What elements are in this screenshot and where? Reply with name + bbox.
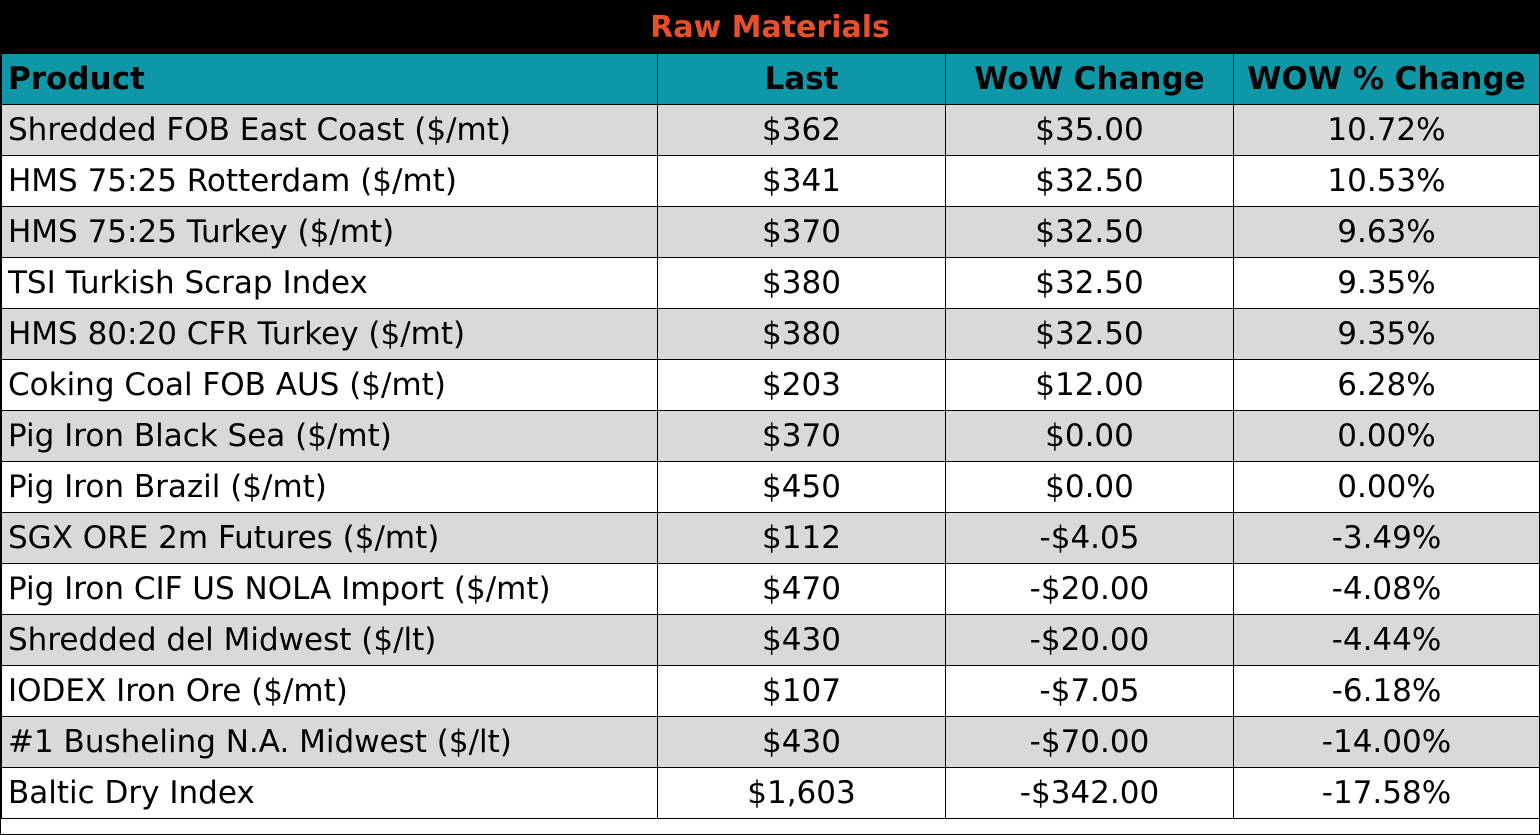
last-cell: $107 [657, 665, 946, 717]
wow-change-cell: $0.00 [945, 461, 1234, 513]
product-cell: Shredded del Midwest ($/lt) [1, 614, 658, 666]
product-cell: HMS 75:25 Turkey ($/mt) [1, 206, 658, 258]
product-cell: Pig Iron Black Sea ($/mt) [1, 410, 658, 462]
table-row: HMS 75:25 Rotterdam ($/mt) $341 $32.50 10.5… [1, 155, 1540, 207]
last-cell: $362 [657, 104, 946, 156]
table-row: #1 Busheling N.A. Midwest ($/lt) $430 -$70… [1, 716, 1540, 768]
table-row: TSI Turkish Scrap Index $380 $32.50 9.35% [1, 257, 1540, 309]
table-row: Shredded FOB East Coast ($/mt) $362 $35.00… [1, 104, 1540, 156]
last-cell: $450 [657, 461, 946, 513]
product-cell: HMS 80:20 CFR Turkey ($/mt) [1, 308, 658, 360]
product-cell: #1 Busheling N.A. Midwest ($/lt) [1, 716, 658, 768]
table-row: Baltic Dry Index $1,603 -$342.00 -17.58% [1, 767, 1540, 819]
header-row: Product Last WoW Change WOW % Change [1, 53, 1540, 105]
product-cell: Pig Iron CIF US NOLA Import ($/mt) [1, 563, 658, 615]
wow-pct-change-cell: 9.35% [1233, 257, 1540, 309]
last-cell: $203 [657, 359, 946, 411]
wow-pct-change-cell: 9.63% [1233, 206, 1540, 258]
table-row: SGX ORE 2m Futures ($/mt) $112 -$4.05 -3.49… [1, 512, 1540, 564]
wow-change-cell: $32.50 [945, 257, 1234, 309]
product-cell: IODEX Iron Ore ($/mt) [1, 665, 658, 717]
column-header-wow-change: WoW Change [945, 53, 1234, 105]
table-row: Pig Iron Brazil ($/mt) $450 $0.00 0.00% [1, 461, 1540, 513]
wow-change-cell: -$20.00 [945, 614, 1234, 666]
product-cell: Shredded FOB East Coast ($/mt) [1, 104, 658, 156]
wow-pct-change-cell: -14.00% [1233, 716, 1540, 768]
wow-change-cell: -$342.00 [945, 767, 1234, 819]
wow-pct-change-cell: 0.00% [1233, 461, 1540, 513]
last-cell: $470 [657, 563, 946, 615]
product-cell: TSI Turkish Scrap Index [1, 257, 658, 309]
column-header-product: Product [1, 53, 658, 105]
last-cell: $430 [657, 716, 946, 768]
wow-change-cell: $32.50 [945, 206, 1234, 258]
wow-change-cell: -$20.00 [945, 563, 1234, 615]
product-cell: Coking Coal FOB AUS ($/mt) [1, 359, 658, 411]
wow-pct-change-cell: -4.08% [1233, 563, 1540, 615]
last-cell: $370 [657, 410, 946, 462]
last-cell: $112 [657, 512, 946, 564]
product-cell: SGX ORE 2m Futures ($/mt) [1, 512, 658, 564]
wow-pct-change-cell: 9.35% [1233, 308, 1540, 360]
table-body: Shredded FOB East Coast ($/mt) $362 $35.00… [1, 104, 1540, 819]
table-row: Pig Iron Black Sea ($/mt) $370 $0.00 0.00% [1, 410, 1540, 462]
wow-change-cell: $32.50 [945, 155, 1234, 207]
table-title: Raw Materials [1, 1, 1539, 53]
wow-pct-change-cell: -6.18% [1233, 665, 1540, 717]
wow-change-cell: $35.00 [945, 104, 1234, 156]
wow-change-cell: -$7.05 [945, 665, 1234, 717]
wow-pct-change-cell: 10.53% [1233, 155, 1540, 207]
column-header-last: Last [657, 53, 946, 105]
table-row: HMS 80:20 CFR Turkey ($/mt) $380 $32.50 9.3… [1, 308, 1540, 360]
last-cell: $380 [657, 257, 946, 309]
wow-change-cell: $0.00 [945, 410, 1234, 462]
product-cell: HMS 75:25 Rotterdam ($/mt) [1, 155, 658, 207]
last-cell: $430 [657, 614, 946, 666]
last-cell: $341 [657, 155, 946, 207]
wow-pct-change-cell: -4.44% [1233, 614, 1540, 666]
wow-change-cell: $12.00 [945, 359, 1234, 411]
wow-pct-change-cell: 6.28% [1233, 359, 1540, 411]
table-row: IODEX Iron Ore ($/mt) $107 -$7.05 -6.18% [1, 665, 1540, 717]
table-row: Coking Coal FOB AUS ($/mt) $203 $12.00 6.28… [1, 359, 1540, 411]
wow-pct-change-cell: -3.49% [1233, 512, 1540, 564]
wow-change-cell: -$70.00 [945, 716, 1234, 768]
table-row: Pig Iron CIF US NOLA Import ($/mt) $470 -$… [1, 563, 1540, 615]
wow-pct-change-cell: 0.00% [1233, 410, 1540, 462]
last-cell: $380 [657, 308, 946, 360]
last-cell: $1,603 [657, 767, 946, 819]
wow-pct-change-cell: 10.72% [1233, 104, 1540, 156]
column-header-wow-pct-change: WOW % Change [1233, 53, 1540, 105]
table-row: Shredded del Midwest ($/lt) $430 -$20.00 -4… [1, 614, 1540, 666]
wow-change-cell: -$4.05 [945, 512, 1234, 564]
data-grid: Product Last WoW Change WOW % Change Shr… [1, 53, 1540, 819]
last-cell: $370 [657, 206, 946, 258]
table-row: HMS 75:25 Turkey ($/mt) $370 $32.50 9.63% [1, 206, 1540, 258]
wow-change-cell: $32.50 [945, 308, 1234, 360]
product-cell: Pig Iron Brazil ($/mt) [1, 461, 658, 513]
wow-pct-change-cell: -17.58% [1233, 767, 1540, 819]
product-cell: Baltic Dry Index [1, 767, 658, 819]
